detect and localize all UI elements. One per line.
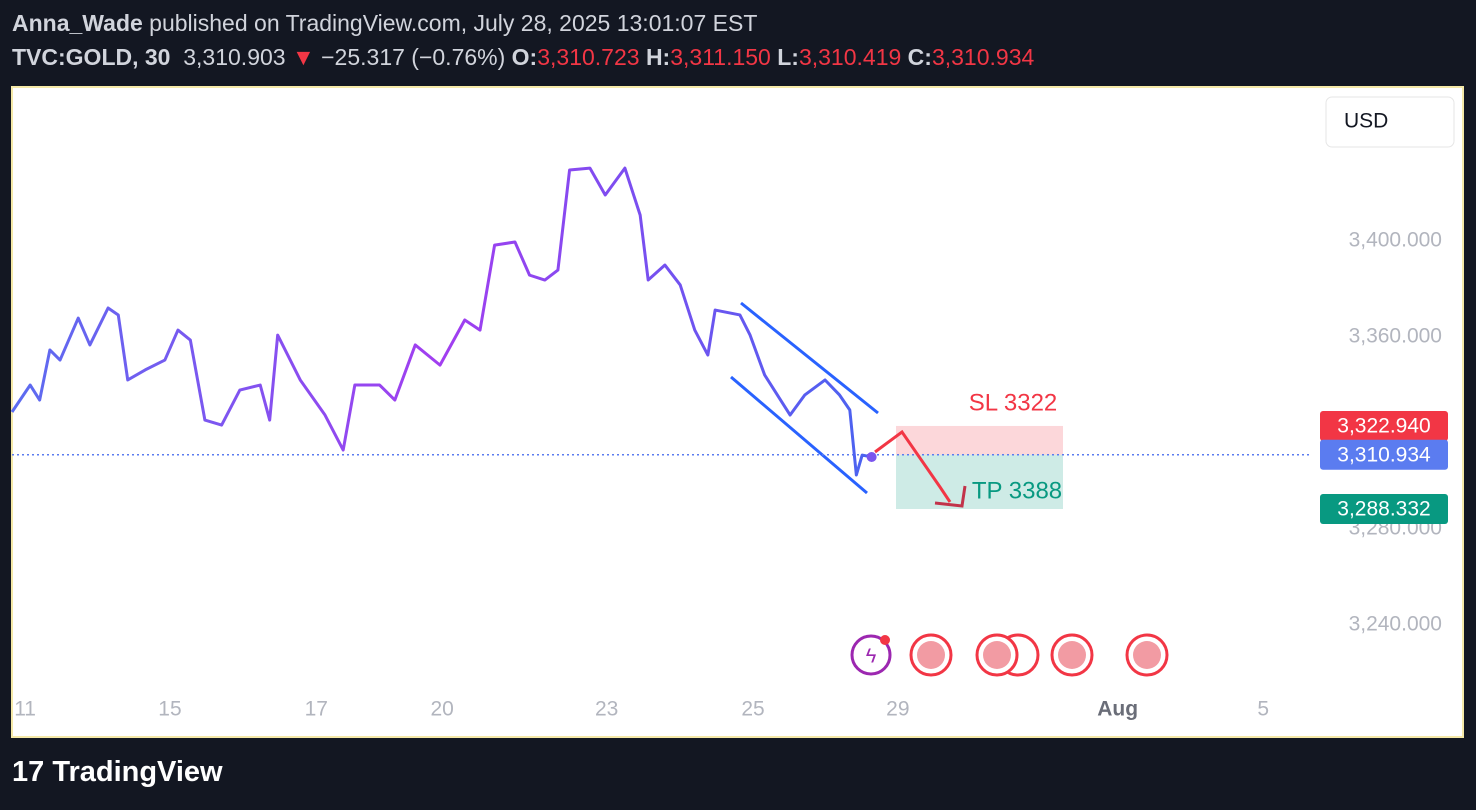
x-tick-label: 29 xyxy=(886,698,909,721)
price-tag xyxy=(1320,410,1448,441)
event-icons: ϟ xyxy=(850,633,1169,677)
ohlc-key: L: xyxy=(777,44,799,70)
ohlc-key: O: xyxy=(511,44,538,70)
ohlc-key: H: xyxy=(645,44,671,70)
currency[interactable]: USD xyxy=(1344,110,1388,133)
channel-top xyxy=(740,301,879,415)
ohlc-value: 3,310.419 xyxy=(798,44,902,70)
footer: TradingView xyxy=(52,756,223,788)
x-tick-label: 5 xyxy=(1257,698,1269,721)
stop-zone xyxy=(896,425,1063,455)
last-point xyxy=(866,452,877,463)
arrow-line xyxy=(874,429,952,503)
chart-area xyxy=(11,86,1464,738)
x-tick-label: 23 xyxy=(595,698,618,721)
price-tag-label: 3,310.934 xyxy=(1337,443,1431,466)
symbol: TVC:GOLD, 30 xyxy=(12,44,171,70)
channel-bottom xyxy=(730,375,868,495)
published: published on TradingView.com, July 28, 2… xyxy=(149,10,758,36)
y-tick-label: 3,400.000 xyxy=(1349,229,1442,252)
currency-button[interactable] xyxy=(1325,96,1455,148)
arrow-head xyxy=(934,485,967,508)
change: −25.317 (−0.76%) xyxy=(321,44,506,70)
ohlc-key: C: xyxy=(907,44,932,70)
x-tick-label: 25 xyxy=(741,698,764,721)
x-tick-label: 20 xyxy=(431,698,454,721)
annotation: TP 3388 xyxy=(972,477,1062,504)
ohlc: O:3,310.723 H:3,311.150 L:3,310.419 C:3,… xyxy=(512,44,1035,70)
author: Anna_Wade xyxy=(12,10,143,36)
logo: 17 TradingView xyxy=(12,756,223,788)
annotation: SL 3322 xyxy=(969,389,1058,416)
price-line-series xyxy=(10,166,872,477)
header-line-1: Anna_Wade published on TradingView.com, … xyxy=(12,10,757,37)
x-tick-label: 11 xyxy=(14,698,36,721)
price-tag xyxy=(1320,439,1448,470)
ohlc-value: 3,310.723 xyxy=(537,44,640,70)
header-line-2: TVC:GOLD, 30 3,310.903 ▼ −25.317 (−0.76%… xyxy=(12,44,1034,71)
price-tag xyxy=(1320,493,1448,524)
svg-text:ϟ: ϟ xyxy=(866,645,877,667)
y-tick-label: 3,360.000 xyxy=(1349,325,1442,348)
price-tag-label: 3,288.332 xyxy=(1337,498,1430,521)
last-price: 3,310.903 xyxy=(183,44,286,70)
price-tag-label: 3,322.940 xyxy=(1337,415,1430,438)
ohlc-value: 3,311.150 xyxy=(670,44,771,70)
x-tick-label: Aug xyxy=(1097,698,1138,721)
x-tick-label: 17 xyxy=(305,698,328,721)
down-arrow: ▼ xyxy=(291,44,315,70)
ohlc-value: 3,310.934 xyxy=(931,44,1035,70)
y-tick-label: 3,240.000 xyxy=(1349,613,1442,636)
x-tick-label: 15 xyxy=(158,698,181,721)
